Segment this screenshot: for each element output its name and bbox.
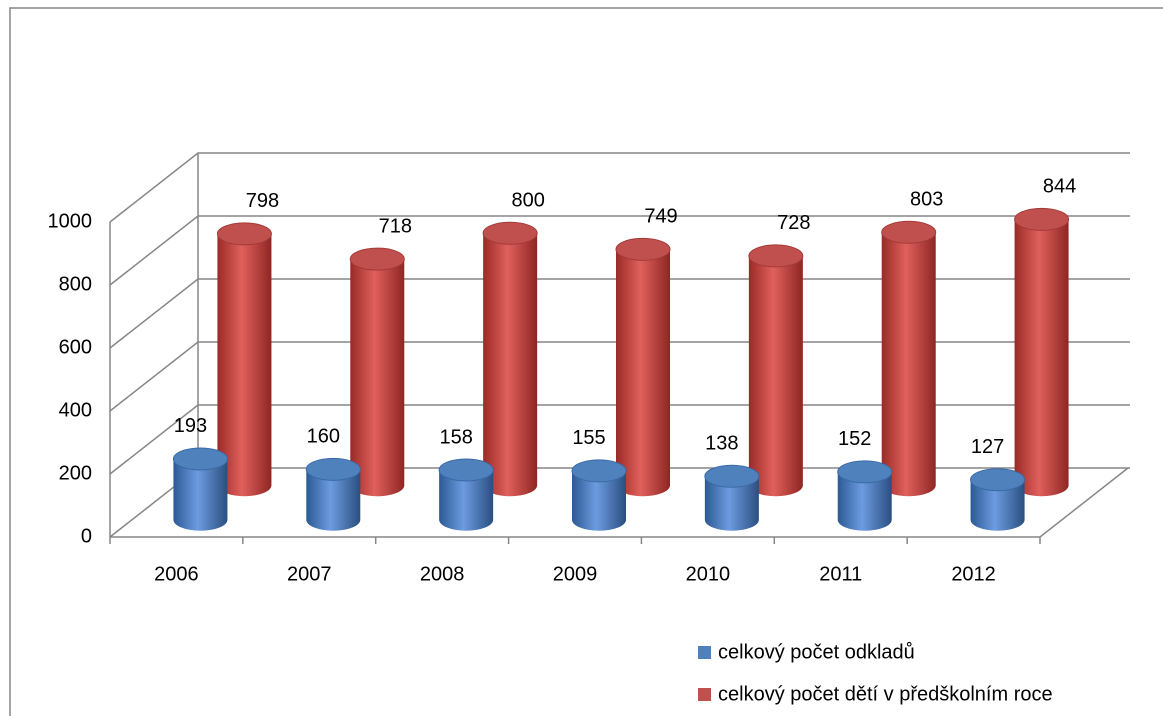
cylinder-top bbox=[172, 447, 228, 471]
data-label: 158 bbox=[439, 426, 472, 448]
cylinder-body bbox=[748, 255, 803, 497]
cylinder-body bbox=[483, 233, 538, 497]
cylinder-top bbox=[1014, 207, 1070, 231]
data-label: 798 bbox=[246, 190, 279, 212]
data-label: 749 bbox=[644, 206, 677, 228]
legend-swatch bbox=[698, 646, 711, 659]
cylinder-body bbox=[704, 476, 759, 531]
cylinder-bar bbox=[172, 447, 228, 531]
cylinder-top bbox=[305, 457, 361, 481]
cylinder-body bbox=[837, 471, 892, 531]
cylinder-bar bbox=[615, 237, 671, 497]
cylinder-top bbox=[571, 459, 627, 483]
x-tick-label: 2009 bbox=[553, 563, 598, 585]
y-tick-label: 1000 bbox=[48, 210, 93, 232]
data-label: 160 bbox=[307, 426, 340, 448]
data-label: 728 bbox=[777, 212, 810, 234]
data-label: 155 bbox=[572, 427, 605, 449]
y-tick-label: 600 bbox=[59, 336, 92, 358]
cylinder-top bbox=[438, 458, 494, 482]
cylinder-bar bbox=[482, 221, 538, 497]
cylinder-bar bbox=[970, 468, 1026, 531]
frame bbox=[9, 7, 1163, 716]
data-label: 844 bbox=[1043, 176, 1076, 198]
data-label: 800 bbox=[511, 190, 544, 212]
cylinder-body bbox=[881, 232, 936, 497]
data-label: 193 bbox=[174, 415, 207, 437]
cylinder-bar bbox=[305, 457, 361, 531]
cylinder-body bbox=[970, 479, 1025, 531]
y-tick-label: 400 bbox=[59, 399, 92, 421]
x-tick-label: 2012 bbox=[951, 563, 996, 585]
cylinder-bar bbox=[837, 460, 893, 531]
cylinder-top bbox=[349, 247, 405, 271]
cylinder-top bbox=[881, 220, 937, 244]
cylinder-top bbox=[482, 221, 538, 245]
data-label: 803 bbox=[910, 189, 943, 211]
cylinder-bar bbox=[704, 464, 760, 531]
data-label: 152 bbox=[838, 428, 871, 450]
cylinder-bar bbox=[571, 459, 627, 531]
cylinder-top bbox=[704, 464, 760, 488]
cylinder-body bbox=[306, 469, 361, 531]
x-tick-label: 2007 bbox=[287, 563, 332, 585]
cylinder-body bbox=[173, 458, 228, 531]
cylinder-body bbox=[439, 469, 494, 531]
cylinder-bar bbox=[881, 220, 937, 497]
cylinder-body bbox=[1014, 219, 1069, 497]
cylinder-bar bbox=[748, 244, 804, 497]
legend-swatch bbox=[698, 688, 711, 701]
y-tick-label: 800 bbox=[59, 273, 92, 295]
cylinder-bar bbox=[1014, 207, 1070, 497]
x-tick-label: 2010 bbox=[686, 563, 731, 585]
y-tick-label: 200 bbox=[59, 462, 92, 484]
cylinder-top bbox=[970, 468, 1026, 492]
cylinder-bar bbox=[216, 222, 272, 497]
cylinder-top bbox=[216, 222, 272, 246]
cylinder-body bbox=[217, 233, 272, 497]
legend-label: celkový počet dětí v předškolním roce bbox=[718, 683, 1053, 705]
y-tick-label: 0 bbox=[81, 525, 92, 547]
data-label: 127 bbox=[971, 436, 1004, 458]
cylinder-bar bbox=[349, 247, 405, 497]
cylinder-body bbox=[350, 259, 405, 497]
cylinder-bar bbox=[438, 458, 494, 531]
cylinder-top bbox=[615, 237, 671, 261]
cylinder-top bbox=[748, 244, 804, 268]
x-tick-label: 2006 bbox=[154, 563, 199, 585]
legend-label: celkový počet odkladů bbox=[718, 641, 915, 663]
data-label: 138 bbox=[705, 433, 738, 455]
x-tick-label: 2011 bbox=[819, 563, 862, 585]
x-tick-label: 2008 bbox=[420, 563, 465, 585]
cylinder-top bbox=[837, 460, 893, 484]
cylinder-body bbox=[572, 470, 626, 531]
data-label: 718 bbox=[379, 215, 412, 237]
cylinder-body bbox=[616, 249, 670, 497]
